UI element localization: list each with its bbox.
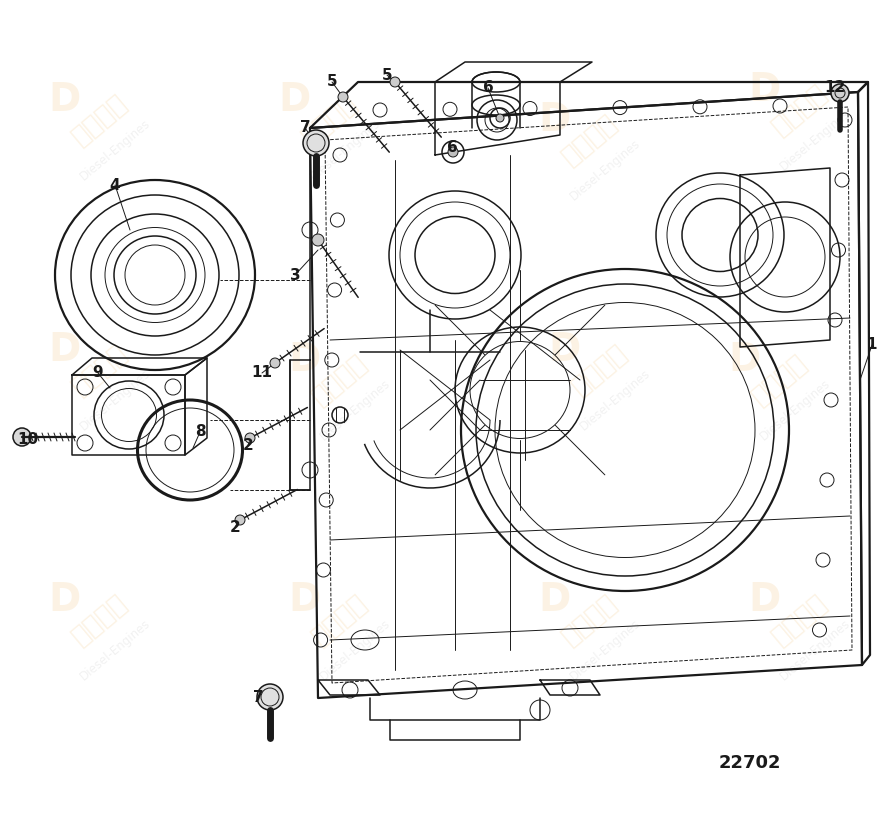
- Text: Diesel-Engines: Diesel-Engines: [318, 377, 392, 443]
- Text: D: D: [279, 81, 312, 119]
- Text: 8: 8: [195, 424, 206, 440]
- Text: 紫发动力: 紫发动力: [68, 340, 133, 400]
- Text: 紫发动力: 紫发动力: [68, 589, 133, 650]
- Circle shape: [303, 130, 329, 156]
- Text: 5: 5: [327, 75, 337, 89]
- Text: Diesel-Engines: Diesel-Engines: [567, 617, 643, 683]
- Text: D: D: [748, 581, 781, 619]
- Text: D: D: [49, 81, 81, 119]
- Text: D: D: [289, 581, 321, 619]
- Circle shape: [13, 428, 31, 446]
- Circle shape: [448, 147, 458, 157]
- Text: D: D: [538, 581, 571, 619]
- Text: Diesel-Engines: Diesel-Engines: [567, 137, 643, 203]
- Text: 6: 6: [482, 80, 493, 95]
- Circle shape: [338, 92, 348, 102]
- Text: 紫发动力: 紫发动力: [557, 589, 623, 650]
- Text: 紫发动力: 紫发动力: [767, 589, 833, 650]
- Text: 紫发动力: 紫发动力: [68, 89, 133, 150]
- Text: 9: 9: [93, 366, 103, 380]
- Text: 紫发动力: 紫发动力: [307, 350, 373, 411]
- Text: Diesel-Engines: Diesel-Engines: [757, 377, 833, 443]
- Text: 12: 12: [824, 80, 845, 95]
- Text: D: D: [729, 341, 761, 379]
- Circle shape: [270, 358, 280, 368]
- Text: 紫发动力: 紫发动力: [748, 350, 813, 411]
- Text: Diesel-Engines: Diesel-Engines: [318, 617, 392, 683]
- Text: Diesel-Engines: Diesel-Engines: [777, 617, 853, 683]
- Circle shape: [312, 234, 324, 246]
- Circle shape: [257, 684, 283, 710]
- Text: 11: 11: [252, 366, 272, 380]
- Text: 2: 2: [243, 437, 254, 453]
- Text: 3: 3: [289, 267, 300, 282]
- Text: 7: 7: [300, 120, 311, 136]
- Text: D: D: [549, 331, 581, 369]
- Text: Diesel-Engines: Diesel-Engines: [777, 107, 853, 173]
- Text: 紫发动力: 紫发动力: [567, 340, 633, 400]
- Text: D: D: [49, 581, 81, 619]
- Text: 紫发动力: 紫发动力: [767, 80, 833, 141]
- Text: D: D: [538, 101, 571, 139]
- Text: 紫发动力: 紫发动力: [297, 89, 363, 150]
- Text: Diesel-Engines: Diesel-Engines: [77, 617, 153, 683]
- Text: 5: 5: [382, 67, 392, 82]
- Circle shape: [496, 114, 504, 122]
- Text: D: D: [289, 341, 321, 379]
- Text: 6: 6: [447, 140, 457, 154]
- Text: 10: 10: [18, 433, 38, 447]
- Circle shape: [390, 77, 400, 87]
- Text: Diesel-Engines: Diesel-Engines: [578, 367, 652, 433]
- Circle shape: [235, 515, 245, 525]
- Text: D: D: [748, 71, 781, 109]
- Text: Diesel-Engines: Diesel-Engines: [77, 117, 153, 183]
- Text: 紫发动力: 紫发动力: [307, 589, 373, 650]
- Text: 1: 1: [867, 337, 878, 353]
- Text: 紫发动力: 紫发动力: [557, 110, 623, 171]
- Circle shape: [831, 84, 849, 102]
- Text: Diesel-Engines: Diesel-Engines: [307, 117, 383, 183]
- Text: Diesel-Engines: Diesel-Engines: [77, 367, 153, 433]
- Text: D: D: [49, 331, 81, 369]
- Text: 2: 2: [230, 520, 240, 534]
- Circle shape: [245, 433, 255, 443]
- Text: 4: 4: [109, 177, 120, 193]
- Text: 7: 7: [253, 690, 263, 706]
- Text: 22702: 22702: [719, 754, 781, 772]
